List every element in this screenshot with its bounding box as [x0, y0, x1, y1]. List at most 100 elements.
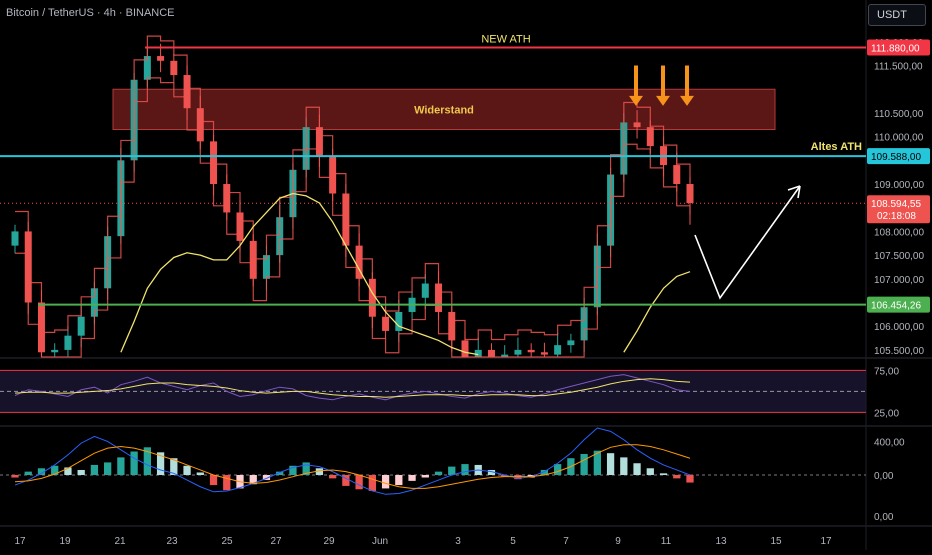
old-ath-label: Altes ATH	[811, 141, 862, 153]
macd-histogram-bar	[659, 473, 668, 475]
time-axis-tick: Jun	[372, 536, 388, 547]
candle	[527, 349, 535, 353]
candle	[395, 311, 403, 331]
upper-band-line	[15, 35, 691, 341]
macd-axis-tick: 0,00	[874, 471, 894, 482]
candle	[474, 349, 482, 357]
macd-histogram-bar	[104, 462, 112, 475]
macd-histogram-bar	[315, 468, 324, 475]
support-price-tag-bg	[867, 296, 930, 313]
currency-selector[interactable]: USDT	[868, 4, 926, 26]
macd-histogram-bar	[329, 475, 337, 479]
time-axis-tick: 13	[715, 536, 727, 547]
macd-histogram-bar	[342, 475, 350, 486]
macd-histogram-bar	[646, 468, 654, 475]
candle	[355, 245, 363, 279]
macd-histogram-bar	[130, 451, 138, 475]
price-axis-tick: 110.500,00	[874, 109, 924, 120]
rsi-axis-tick: 25,00	[874, 408, 899, 419]
new-ath-label: NEW ATH	[481, 34, 530, 46]
time-axis-tick: 11	[661, 536, 672, 547]
time-axis-tick: 9	[615, 536, 621, 547]
symbol-title: Bitcoin / TetherUS · 4h · BINANCE	[6, 7, 175, 19]
macd-line	[14, 427, 691, 495]
moving-average-line	[120, 192, 479, 356]
candle	[170, 60, 178, 76]
macd-histogram-bar	[434, 471, 443, 475]
macd-histogram-bar	[156, 452, 165, 475]
candle	[236, 212, 244, 241]
candle	[580, 307, 588, 341]
macd-histogram-bar	[223, 475, 231, 491]
time-axis-tick: 29	[323, 536, 335, 547]
macd-histogram-bar	[593, 450, 601, 475]
candle	[196, 108, 204, 142]
macd-histogram-bar	[673, 475, 681, 479]
candle	[487, 349, 495, 357]
countdown-tag: 02:18:08	[877, 211, 916, 222]
resistance-label: Widerstand	[414, 104, 474, 116]
time-axis-tick: 23	[166, 536, 178, 547]
candle	[567, 340, 575, 346]
orange-arrow-icon	[680, 65, 694, 106]
rsi-signal-line	[14, 378, 691, 398]
macd-zero-bg	[867, 467, 930, 483]
price-axis-tick: 111.500,00	[874, 62, 923, 73]
candle	[223, 184, 231, 213]
macd-histogram-bar	[580, 454, 588, 475]
price-axis-tick: 105.500,00	[874, 346, 924, 357]
candle	[368, 278, 376, 317]
candle	[514, 349, 522, 355]
old-ath-price-tag: 109.588,00	[871, 152, 921, 163]
candle	[11, 231, 19, 246]
time-axis-tick: 7	[563, 536, 569, 547]
macd-histogram-bar	[117, 457, 125, 475]
price-axis-tick: 108.000,00	[874, 227, 924, 238]
macd-axis-tick: 400,00	[874, 437, 905, 448]
macd-histogram-bar	[448, 466, 456, 475]
macd-histogram-bar	[501, 475, 509, 477]
macd-histogram-bar	[606, 453, 615, 475]
macd-histogram-bar	[302, 462, 310, 475]
macd-histogram-bar	[381, 475, 390, 489]
ath-price-tag-bg	[867, 39, 930, 56]
macd-histogram-bar	[554, 464, 562, 475]
price-axis-tick: 109.000,00	[874, 180, 924, 191]
macd-histogram-bar	[209, 475, 218, 486]
macd-histogram-bar	[289, 465, 297, 475]
macd-histogram-bar	[686, 475, 694, 483]
lower-band-line	[15, 77, 691, 358]
time-axis-tick: 5	[510, 536, 516, 547]
candle	[143, 56, 151, 80]
time-axis-tick: 15	[770, 536, 782, 547]
candle	[448, 311, 456, 341]
rsi-line	[14, 374, 691, 401]
old-ath-price-tag-bg	[867, 148, 930, 165]
macd-histogram-bar	[276, 471, 284, 475]
macd-histogram-bar	[421, 475, 429, 478]
macd-histogram-bar	[196, 472, 204, 475]
candle	[77, 316, 85, 336]
candle	[51, 349, 59, 353]
time-axis-tick: 25	[221, 536, 233, 547]
macd-histogram-bar	[368, 475, 376, 491]
candle	[157, 56, 165, 61]
macd-histogram-bar	[11, 475, 19, 478]
macd-signal-line	[14, 444, 691, 489]
candle	[183, 75, 191, 109]
rsi-axis-tick: 75,00	[874, 366, 899, 377]
macd-histogram-bar	[90, 464, 99, 475]
price-axis-tick: 106.000,00	[874, 322, 924, 333]
moving-average-line	[623, 271, 691, 353]
macd-histogram-bar	[170, 458, 178, 475]
macd-histogram-bar	[37, 468, 46, 475]
candle	[421, 283, 429, 298]
macd-histogram-bar	[51, 465, 59, 475]
orange-arrow-icon	[629, 65, 643, 106]
candle	[276, 217, 284, 256]
price-axis-tick: 110.000,00	[874, 133, 924, 144]
candle	[329, 155, 337, 194]
current-price-tag-bg	[867, 195, 930, 224]
